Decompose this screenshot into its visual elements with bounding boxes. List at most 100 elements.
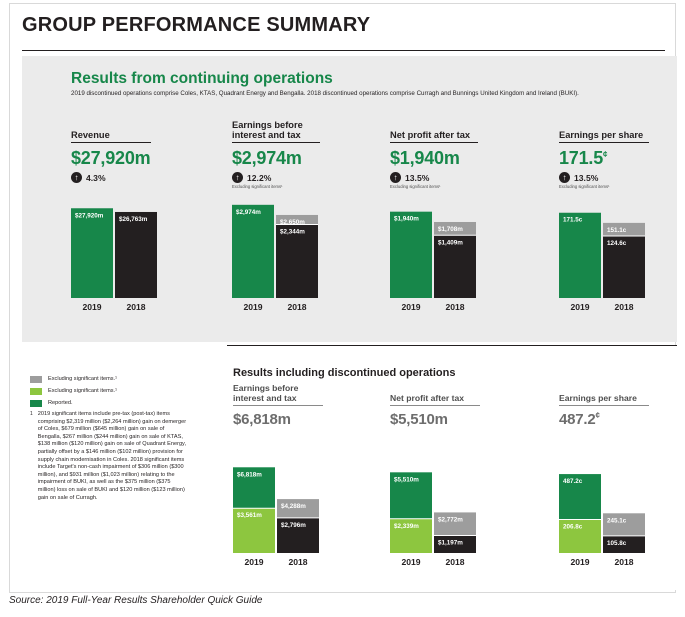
metric-npat: Net profit after tax $1,940m ↑ 13.5% Exc… <box>390 118 478 189</box>
continuing-section-title: Results from continuing operations <box>71 70 333 87</box>
bar-value-label: 206.8c <box>563 523 583 530</box>
metric-label: Earnings per share <box>559 393 637 403</box>
continuing-operations-panel: Results from continuing operations 2019 … <box>22 56 677 342</box>
bar-value-label: $2,339m <box>394 523 419 530</box>
legend-swatch <box>30 375 42 383</box>
category-label: 2019 <box>401 557 420 567</box>
metric-label: Earnings per share <box>559 130 644 140</box>
chart-eps-incl: 487.2c 206.8c 2019 245.1c 105.8c 2018 <box>559 472 649 569</box>
bar-value-label: $27,920m <box>75 212 104 219</box>
metric-label: Net profit after tax <box>390 393 465 403</box>
category-label: 2019 <box>243 302 262 312</box>
bar <box>71 208 113 298</box>
bar-value-label: $6,818m <box>237 471 262 478</box>
report-frame: GROUP PERFORMANCE SUMMARY Results from c… <box>9 3 677 593</box>
bar <box>603 535 645 553</box>
bar <box>390 518 432 553</box>
metric-value: $2,974m <box>232 148 302 168</box>
arrow-up-icon: ↑ <box>559 172 570 183</box>
metric-value: $6,818m <box>233 411 291 428</box>
bar-value-label: $4,288m <box>281 503 306 510</box>
source-caption: Source: 2019 Full-Year Results Sharehold… <box>9 595 263 606</box>
bar-value-label: $1,409m <box>438 239 463 246</box>
bar-value-label: $26,763m <box>119 216 148 223</box>
bar <box>434 235 476 298</box>
bar-value-label: $1,197m <box>438 539 463 546</box>
category-label: 2018 <box>614 302 633 312</box>
metric-divider <box>71 142 151 143</box>
metric-label: Revenue <box>71 130 110 140</box>
metric-divider <box>390 405 480 406</box>
category-label: 2019 <box>570 557 589 567</box>
bar-value-label: 171.5c <box>563 217 583 224</box>
chart-npat-incl: $5,510m $2,339m 2019 $2,772m $1,197m 2018 <box>390 471 480 569</box>
bar-chart: $27,920m 2019 $26,763m 2018 <box>71 208 157 312</box>
metric-growth: ↑ 13.5% <box>559 172 649 183</box>
bar-value-label: $2,796m <box>281 522 306 529</box>
chart-ebit-incl: $6,818m $3,561m 2019 $4,288m $2,796m 2018 <box>233 465 323 569</box>
metric-value-unit: ¢ <box>595 411 600 420</box>
chart-revenue: $27,920m 2019 $26,763m 2018 <box>71 208 161 314</box>
metric-growth: ↑ 4.3% <box>71 172 151 183</box>
metric-growth-value: 13.5% <box>574 172 599 183</box>
bar-value-label: 124.6c <box>607 240 627 247</box>
section-divider <box>227 345 677 346</box>
bar-value-label: 151.1c <box>607 227 627 234</box>
category-label: 2019 <box>401 302 420 312</box>
category-label: 2018 <box>288 557 307 567</box>
metric-label: Net profit after tax <box>390 130 471 140</box>
metric-label: Earnings before interest and tax <box>232 120 303 140</box>
footnote-text: 2019 significant items include pre-tax (… <box>37 411 187 501</box>
category-label: 2018 <box>126 302 145 312</box>
bar <box>390 211 432 298</box>
bar-value-label: 245.1c <box>607 517 627 524</box>
discontinued-section-title: Results including discontinued operation… <box>233 367 456 379</box>
metric-value: 487.2¢ <box>559 411 649 428</box>
bar <box>232 204 274 298</box>
bar-chart: $1,940m 2019 $1,708m $1,409m 2018 <box>390 211 476 312</box>
bar <box>559 519 601 553</box>
page-title: GROUP PERFORMANCE SUMMARY <box>22 14 371 36</box>
category-label: 2018 <box>614 557 633 567</box>
chart-eps: 171.5c 2019 151.1c 124.6c 2018 <box>559 211 649 314</box>
bar <box>559 212 601 298</box>
legend-swatch <box>30 387 42 395</box>
chart-npat: $1,940m 2019 $1,708m $1,409m 2018 <box>390 209 480 314</box>
footnote: 1 2019 significant items include pre-tax… <box>30 411 200 502</box>
bar <box>603 236 645 298</box>
bar <box>233 508 275 553</box>
bar-value-label: $3,561m <box>237 512 262 519</box>
metric-divider <box>233 405 323 406</box>
discontinued-operations-panel: Results including discontinued operation… <box>22 345 677 590</box>
legend-item: Excluding significant items.¹ <box>30 374 200 384</box>
arrow-up-icon: ↑ <box>232 172 243 183</box>
bar-value-label: $1,708m <box>438 226 463 233</box>
metric-growth-note: Excluding significant items¹ <box>232 184 283 189</box>
metric-npat-incl: Net profit after tax $5,510m <box>390 381 480 428</box>
metric-value-unit: ¢ <box>603 150 608 159</box>
arrow-up-icon: ↑ <box>71 172 82 183</box>
metric-divider <box>232 142 320 143</box>
bar <box>434 535 476 553</box>
legend-item: Excluding significant items.¹ <box>30 386 200 396</box>
metric-divider <box>559 142 649 143</box>
metric-ebit-incl: Earnings before interest and tax $6,818m <box>233 381 323 428</box>
metric-growth: ↑ 13.5% <box>390 172 478 183</box>
metric-divider <box>559 405 649 406</box>
bar-value-label: $5,510m <box>394 476 419 483</box>
metric-growth-note: Excluding significant items¹ <box>559 184 610 189</box>
metric-value: $5,510m <box>390 411 448 428</box>
bar-value-label: 487.2c <box>563 478 583 485</box>
metric-growth: ↑ 12.2% <box>232 172 320 183</box>
title-divider <box>22 50 665 51</box>
metric-eps-incl: Earnings per share 487.2¢ <box>559 381 649 428</box>
bar-value-label: $2,650m <box>280 219 305 226</box>
category-label: 2018 <box>287 302 306 312</box>
metric-growth-value: 4.3% <box>86 172 106 183</box>
category-label: 2019 <box>570 302 589 312</box>
arrow-up-icon: ↑ <box>390 172 401 183</box>
legend: Excluding significant items.¹ Excluding … <box>30 374 200 502</box>
bar-value-label: 105.8c <box>607 540 627 547</box>
bar-chart: $2,974m 2019 $2,650m $2,344m 2018 <box>232 204 318 312</box>
bar-chart: $6,818m $3,561m 2019 $4,288m $2,796m 2018 <box>233 467 319 567</box>
